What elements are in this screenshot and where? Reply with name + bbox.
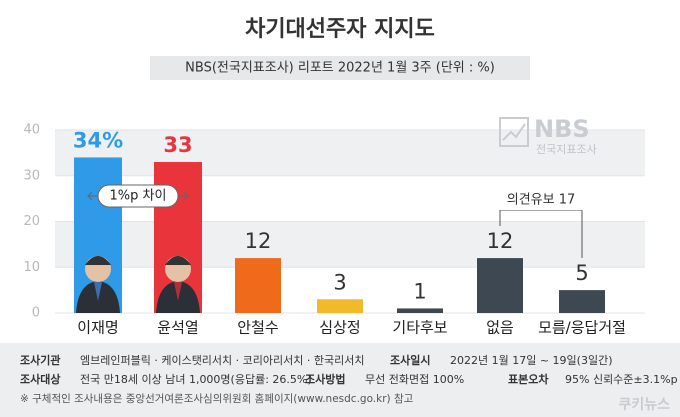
footer-label: 표본오차 [508, 372, 549, 386]
x-tick-label: 윤석열 [157, 319, 198, 337]
annotation: 의견유보 17 [507, 193, 576, 208]
x-tick-label: 없음 [486, 319, 514, 337]
footer-value: 전국 만18세 이상 남녀 1,000명(응답률: 26.5%) [80, 373, 312, 386]
bar [559, 290, 605, 313]
y-tick-label: 40 [23, 123, 40, 138]
footer-value: 2022년 1월 17일 ~ 19일(3일간) [450, 353, 613, 367]
annotation-arrow [87, 191, 189, 201]
value-label: 12 [487, 229, 514, 253]
portrait [85, 256, 111, 265]
footer-band [0, 343, 680, 417]
y-tick-label: 30 [23, 168, 40, 183]
value-label: 1 [413, 279, 426, 303]
value-label: 34% [73, 128, 123, 152]
x-tick-label: 심상정 [319, 319, 360, 337]
value-label: 12 [245, 229, 272, 253]
x-tick-label: 모름/응답거절 [538, 319, 626, 337]
footer-label: 조사방법 [305, 372, 345, 386]
logo: NBS 전국지표조사 [499, 115, 597, 156]
source: 쿠키뉴스 [618, 397, 670, 413]
bar [317, 299, 363, 313]
y-tick-label: 0 [32, 306, 40, 321]
annotation: 1%p 차이 [110, 189, 167, 204]
bar [477, 258, 523, 313]
grid-band [55, 221, 645, 268]
value-label: 5 [575, 261, 588, 285]
footer-label: 조사기관 [20, 353, 60, 367]
bar [397, 308, 443, 313]
portrait [174, 282, 182, 301]
portrait [94, 282, 102, 301]
portrait [165, 256, 191, 265]
logo-name: NBS [534, 115, 590, 143]
grid-band [55, 130, 645, 176]
x-tick-label: 이재명 [77, 319, 118, 337]
footer-label: 조사일시 [390, 353, 430, 367]
x-tick-label: 안철수 [237, 319, 278, 337]
chart-subtitle: NBS(전국지표조사) 리포트 2022년 1월 3주 (단위 : %) [185, 61, 495, 76]
subtitle-band [150, 56, 530, 80]
footer-label: 조사대상 [20, 372, 60, 386]
footer-value: 95% 신뢰수준±3.1%p [565, 373, 678, 386]
y-tick-label: 20 [23, 214, 40, 229]
value-label: 33 [163, 133, 192, 157]
y-tick-label: 10 [23, 260, 40, 275]
logo-sub: 전국지표조사 [536, 143, 597, 156]
footer-value: 무선 전화면접 100% [365, 373, 464, 386]
x-tick-label: 기타후보 [392, 319, 447, 337]
value-label: 3 [333, 270, 346, 294]
footer-value: 엠브레인퍼블릭 · 케이스탯리서치 · 코리아리서치 · 한국리서치 [80, 354, 364, 367]
logo-icon [502, 123, 526, 141]
annotation-bg [499, 192, 583, 210]
logo-icon [499, 117, 529, 147]
bar [235, 258, 281, 313]
footer-note: ※ 구체적인 조사내용은 중앙선거여론조사심의위원회 홈페이지(www.nesd… [20, 392, 414, 405]
chart-title: 차기대선주자 지지도 [245, 17, 435, 42]
